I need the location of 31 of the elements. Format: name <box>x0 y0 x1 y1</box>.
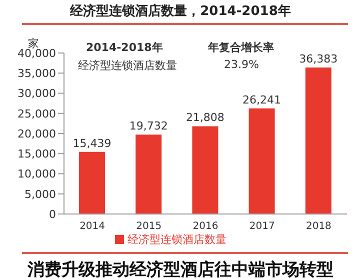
bar <box>79 152 105 214</box>
x-tick-label: 2018 <box>306 221 332 232</box>
text: 消费升级推动经济型酒店往中端市场转型 <box>26 259 334 278</box>
data-label: 36,383 <box>299 52 338 66</box>
bar <box>136 134 162 214</box>
annotation: 23.9% <box>224 58 259 71</box>
x-tick-label: 2016 <box>192 221 218 232</box>
annotation: 2014-2018年 <box>86 40 163 55</box>
bar <box>192 126 218 214</box>
y-tick-label: 10,000 <box>18 168 56 181</box>
y-axis-title: 家 <box>28 36 39 50</box>
y-tick-label: 20,000 <box>18 127 56 140</box>
y-tick-label: 0 <box>49 208 56 221</box>
chart-title: 经济型连锁酒店数量，2014-2018年 <box>68 2 292 20</box>
data-label: 21,808 <box>186 111 224 124</box>
y-tick-label: 35,000 <box>18 67 56 80</box>
annotation: 经济型连锁酒店数量 <box>78 58 177 73</box>
legend-label: 经济型连锁酒店数量 <box>128 233 226 246</box>
x-tick-label: 2017 <box>249 221 275 232</box>
y-tick-label: 5,000 <box>24 188 56 201</box>
bar <box>305 68 332 214</box>
annotation: 年复合增长率 <box>208 40 274 55</box>
y-tick-label: 30,000 <box>18 87 56 100</box>
y-tick-label: 25,000 <box>18 107 56 120</box>
data-label: 26,241 <box>242 93 282 106</box>
x-tick-label: 2015 <box>136 221 162 232</box>
data-label: 19,732 <box>129 120 168 133</box>
data-label: 15,439 <box>72 136 112 150</box>
x-tick-label: 2014 <box>80 221 106 232</box>
y-tick-label: 15,000 <box>18 148 56 161</box>
bar <box>248 108 275 214</box>
